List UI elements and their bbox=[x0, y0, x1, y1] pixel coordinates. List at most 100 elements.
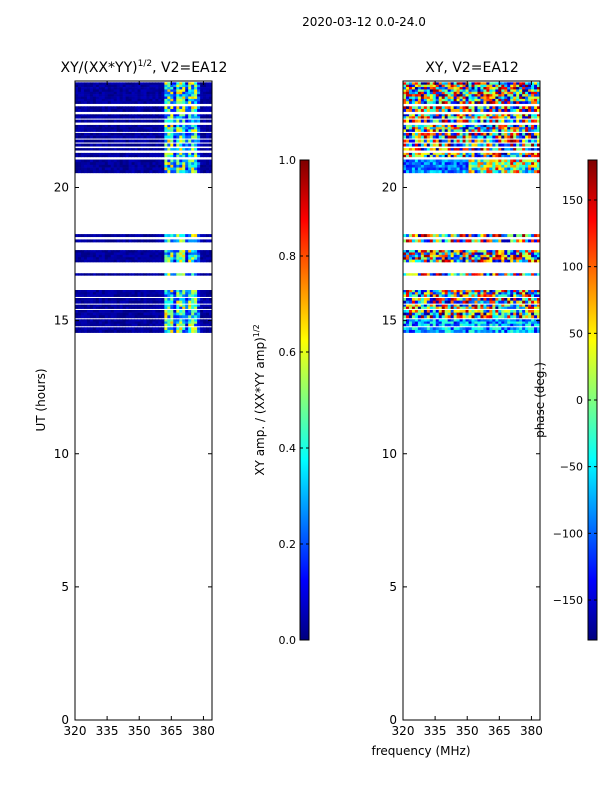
heatmap-cell bbox=[167, 116, 171, 119]
heatmap-cell bbox=[450, 312, 455, 316]
heatmap-cell bbox=[519, 234, 523, 238]
heatmap-cell bbox=[149, 129, 153, 132]
heatmap-cell bbox=[432, 170, 437, 174]
heatmap-cell bbox=[507, 170, 511, 174]
heatmap-cell bbox=[75, 124, 79, 128]
heatmap-cell bbox=[161, 154, 165, 158]
heatmap-cell bbox=[75, 290, 79, 293]
heatmap-cell bbox=[104, 119, 109, 123]
heatmap-cell bbox=[411, 170, 416, 174]
heatmap-cell bbox=[158, 101, 162, 104]
heatmap-cell bbox=[507, 135, 511, 139]
heatmap-cell bbox=[441, 84, 446, 88]
heatmap-cell bbox=[140, 94, 144, 97]
heatmap-cell bbox=[122, 294, 127, 297]
heatmap-cell bbox=[137, 167, 141, 171]
heatmap-cell bbox=[95, 152, 100, 156]
heatmap-cell bbox=[188, 259, 192, 263]
heatmap-cell bbox=[489, 292, 493, 295]
heatmap-cell bbox=[411, 119, 416, 123]
heatmap-cell bbox=[86, 259, 91, 263]
heatmap-cell bbox=[426, 250, 431, 253]
heatmap-cell bbox=[444, 170, 449, 174]
heatmap-cell bbox=[83, 290, 88, 293]
heatmap-cell bbox=[83, 292, 88, 295]
heatmap-cell bbox=[534, 94, 538, 97]
heatmap-cell bbox=[435, 304, 440, 307]
heatmap-cell bbox=[95, 315, 100, 319]
heatmap-cell bbox=[143, 135, 147, 139]
heatmap-cell bbox=[185, 167, 189, 171]
heatmap-cell bbox=[441, 167, 446, 171]
heatmap-cell bbox=[188, 148, 192, 151]
heatmap-cell bbox=[98, 329, 103, 333]
heatmap-cell bbox=[510, 106, 514, 110]
heatmap-cell bbox=[411, 148, 416, 151]
heatmap-cell bbox=[194, 250, 198, 253]
heatmap-cell bbox=[155, 306, 159, 309]
heatmap-cell bbox=[110, 94, 115, 97]
heatmap-cell bbox=[104, 323, 109, 327]
heatmap-cell bbox=[516, 290, 520, 293]
heatmap-cell bbox=[414, 106, 419, 110]
heatmap-cell bbox=[447, 87, 452, 90]
heatmap-cell bbox=[182, 257, 186, 260]
heatmap-cell bbox=[408, 250, 413, 253]
heatmap-cell bbox=[80, 87, 85, 90]
heatmap-cell bbox=[170, 108, 174, 112]
heatmap-cell bbox=[435, 257, 440, 260]
heatmap-cell bbox=[507, 294, 511, 297]
heatmap-cell bbox=[125, 139, 130, 143]
heatmap-cell bbox=[197, 124, 201, 128]
heatmap-cell bbox=[125, 319, 130, 322]
heatmap-cell bbox=[432, 321, 437, 325]
heatmap-cell bbox=[92, 106, 97, 110]
heatmap-cell bbox=[537, 116, 541, 119]
heatmap-cell bbox=[510, 323, 514, 327]
heatmap-cell bbox=[155, 139, 159, 143]
heatmap-cell bbox=[444, 116, 449, 119]
heatmap-cell bbox=[143, 273, 147, 276]
left-title-superscript: 1/2 bbox=[138, 59, 152, 69]
heatmap-cell bbox=[513, 292, 517, 295]
heatmap-cell bbox=[531, 254, 535, 258]
heatmap-cell bbox=[510, 94, 514, 97]
heatmap-cell bbox=[513, 162, 517, 166]
heatmap-cell bbox=[405, 94, 410, 97]
heatmap-cell bbox=[185, 323, 189, 327]
heatmap-cell bbox=[75, 148, 79, 151]
heatmap-cell bbox=[477, 159, 481, 163]
heatmap-cell bbox=[426, 101, 431, 104]
heatmap-cell bbox=[429, 292, 434, 295]
heatmap-cell bbox=[83, 148, 88, 151]
heatmap-cell bbox=[528, 116, 532, 119]
heatmap-cell bbox=[161, 273, 165, 276]
heatmap-cell bbox=[531, 309, 535, 313]
heatmap-cell bbox=[465, 259, 469, 263]
heatmap-cell bbox=[534, 273, 538, 276]
heatmap-cell bbox=[209, 234, 213, 238]
heatmap-cell bbox=[143, 148, 147, 151]
heatmap-cell bbox=[80, 257, 85, 260]
heatmap-cell bbox=[191, 143, 195, 147]
heatmap-cell bbox=[420, 129, 425, 132]
heatmap-cell bbox=[197, 127, 201, 130]
heatmap-cell bbox=[203, 319, 207, 322]
heatmap-cell bbox=[137, 234, 141, 238]
heatmap-cell bbox=[432, 319, 437, 322]
heatmap-cell bbox=[152, 143, 156, 147]
heatmap-cell bbox=[414, 290, 419, 293]
heatmap-cell bbox=[75, 321, 79, 325]
heatmap-cell bbox=[444, 124, 449, 128]
heatmap-cell bbox=[116, 154, 121, 158]
heatmap-cell bbox=[492, 306, 496, 309]
heatmap-cell bbox=[116, 124, 121, 128]
heatmap-cell bbox=[95, 292, 100, 295]
heatmap-cell bbox=[101, 252, 106, 256]
heatmap-cell bbox=[104, 319, 109, 322]
heatmap-cell bbox=[522, 143, 526, 147]
heatmap-cell bbox=[477, 154, 481, 158]
heatmap-cell bbox=[438, 164, 443, 168]
heatmap-cell bbox=[101, 101, 106, 104]
heatmap-cell bbox=[531, 170, 535, 174]
